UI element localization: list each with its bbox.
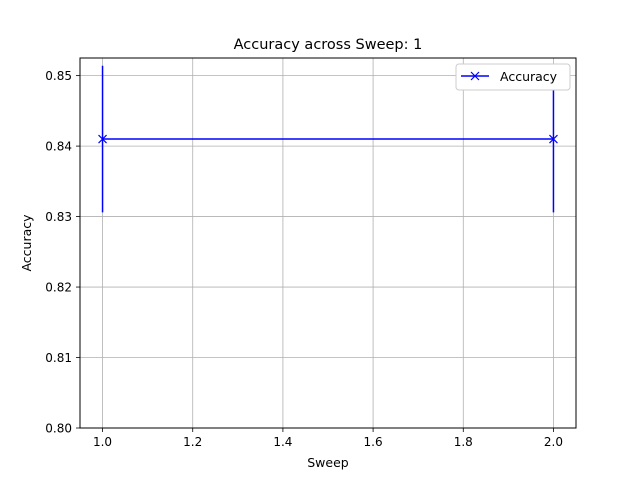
x-tick-label: 1.4 xyxy=(273,435,292,449)
y-tick-label: 0.85 xyxy=(45,69,72,83)
legend: Accuracy xyxy=(455,63,571,91)
legend-box xyxy=(455,63,571,91)
y-tick-label: 0.80 xyxy=(45,422,72,436)
y-tick-label: 0.83 xyxy=(45,210,72,224)
x-tick-label: 1.8 xyxy=(454,435,473,449)
y-ticks: 0.80 0.81 0.82 0.83 0.84 0.85 xyxy=(45,69,80,436)
y-axis-label: Accuracy xyxy=(19,214,34,272)
plot-frame xyxy=(79,57,577,429)
legend-label: Accuracy xyxy=(500,69,558,84)
y-tick-label: 0.81 xyxy=(45,351,72,365)
y-tick-label: 0.84 xyxy=(45,140,72,154)
x-tick-label: 1.2 xyxy=(183,435,202,449)
y-tick-label: 0.82 xyxy=(45,281,72,295)
x-axis-label: Sweep xyxy=(307,455,349,470)
x-tick-label: 1.6 xyxy=(364,435,383,449)
legend-marker-icon xyxy=(470,71,480,81)
x-tick-label: 2.0 xyxy=(544,435,563,449)
data-point xyxy=(549,134,558,144)
series-markers xyxy=(98,134,558,144)
grid xyxy=(80,58,576,429)
data-point xyxy=(98,134,107,144)
x-ticks: 1.0 1.2 1.4 1.6 1.8 2.0 xyxy=(93,428,563,449)
x-tick-label: 1.0 xyxy=(93,435,112,449)
chart-title: Accuracy across Sweep: 1 xyxy=(234,37,423,53)
